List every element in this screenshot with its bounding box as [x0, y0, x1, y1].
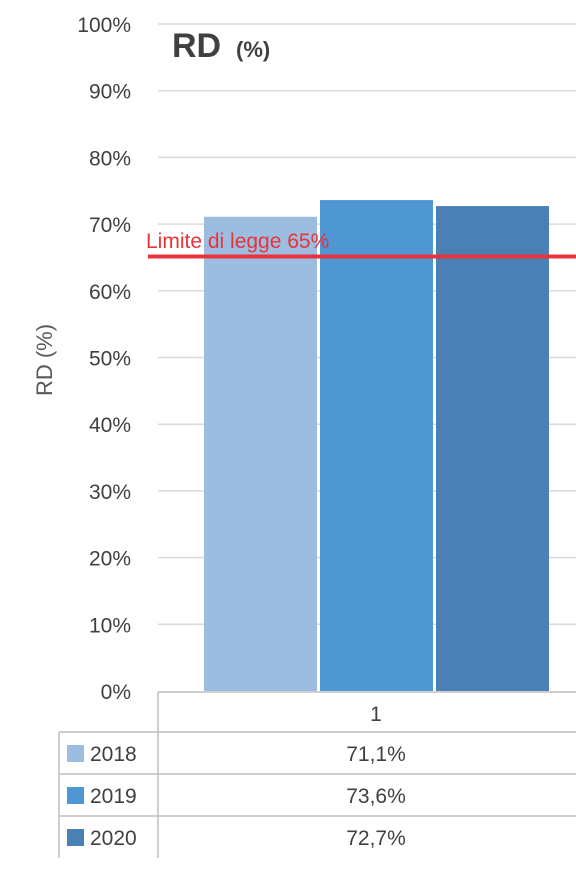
data-label-2018: 71,1%: [346, 743, 406, 766]
legend-label-2019: 2019: [90, 785, 137, 808]
bar-2019: [320, 200, 433, 691]
category-label: 1: [370, 703, 382, 726]
legend-swatch-2018: [67, 745, 84, 762]
data-table: 1 2018 71,1% 2019 73,6% 2020 72,7%: [58, 691, 576, 858]
reference-line-group: Limite di legge 65%: [146, 230, 576, 259]
bar-2018: [204, 216, 317, 691]
data-label-2020: 72,7%: [346, 827, 406, 850]
reference-line-label: Limite di legge 65%: [146, 230, 329, 253]
chart-title-main: RD: [172, 27, 221, 65]
bar-2020: [436, 206, 549, 691]
chart-title: RD (%): [172, 27, 270, 65]
data-label-2019: 73,6%: [346, 785, 406, 808]
y-tick-label: 30%: [89, 481, 131, 504]
y-tick-label: 90%: [89, 81, 131, 104]
legend-swatch-2019: [67, 787, 84, 804]
y-tick-label: 40%: [89, 414, 131, 437]
y-tick-label: 10%: [89, 614, 131, 637]
legend-label-2020: 2020: [90, 827, 137, 850]
legend-swatch-2020: [67, 829, 84, 846]
chart-title-unit: (%): [236, 37, 270, 62]
y-tick-label: 100%: [77, 14, 131, 37]
bars: [204, 200, 549, 691]
legend-label-2018: 2018: [90, 743, 137, 766]
y-axis-ticks: 0% 10% 20% 30% 40% 50% 60% 70% 80% 90% 100%: [77, 14, 131, 704]
y-tick-label: 0%: [101, 681, 131, 704]
y-tick-label: 20%: [89, 548, 131, 571]
y-tick-label: 70%: [89, 214, 131, 237]
y-axis-label: RD (%): [32, 324, 57, 396]
y-tick-label: 60%: [89, 281, 131, 304]
y-tick-label: 50%: [89, 348, 131, 371]
y-tick-label: 80%: [89, 147, 131, 170]
